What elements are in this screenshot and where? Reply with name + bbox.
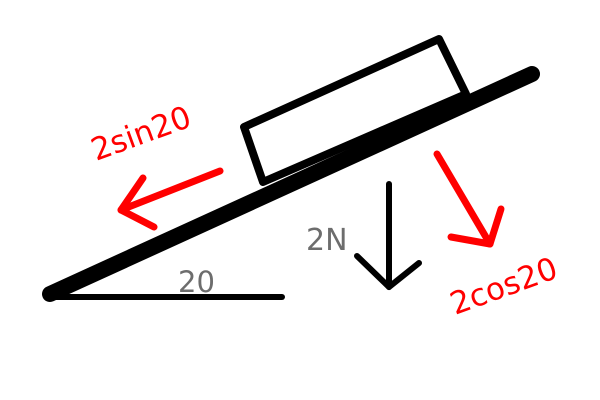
perpendicular-force-label: 2cos20	[445, 251, 562, 323]
weight-arrow	[354, 181, 422, 290]
parallel-component-arrow	[117, 167, 224, 231]
perpendicular-component-arrow	[433, 150, 505, 248]
incline-surface	[42, 66, 540, 302]
block	[240, 35, 470, 186]
weight-label: 2N	[306, 223, 348, 258]
parallel-force-label: 2sin20	[86, 99, 196, 168]
angle-label: 20	[178, 265, 215, 299]
